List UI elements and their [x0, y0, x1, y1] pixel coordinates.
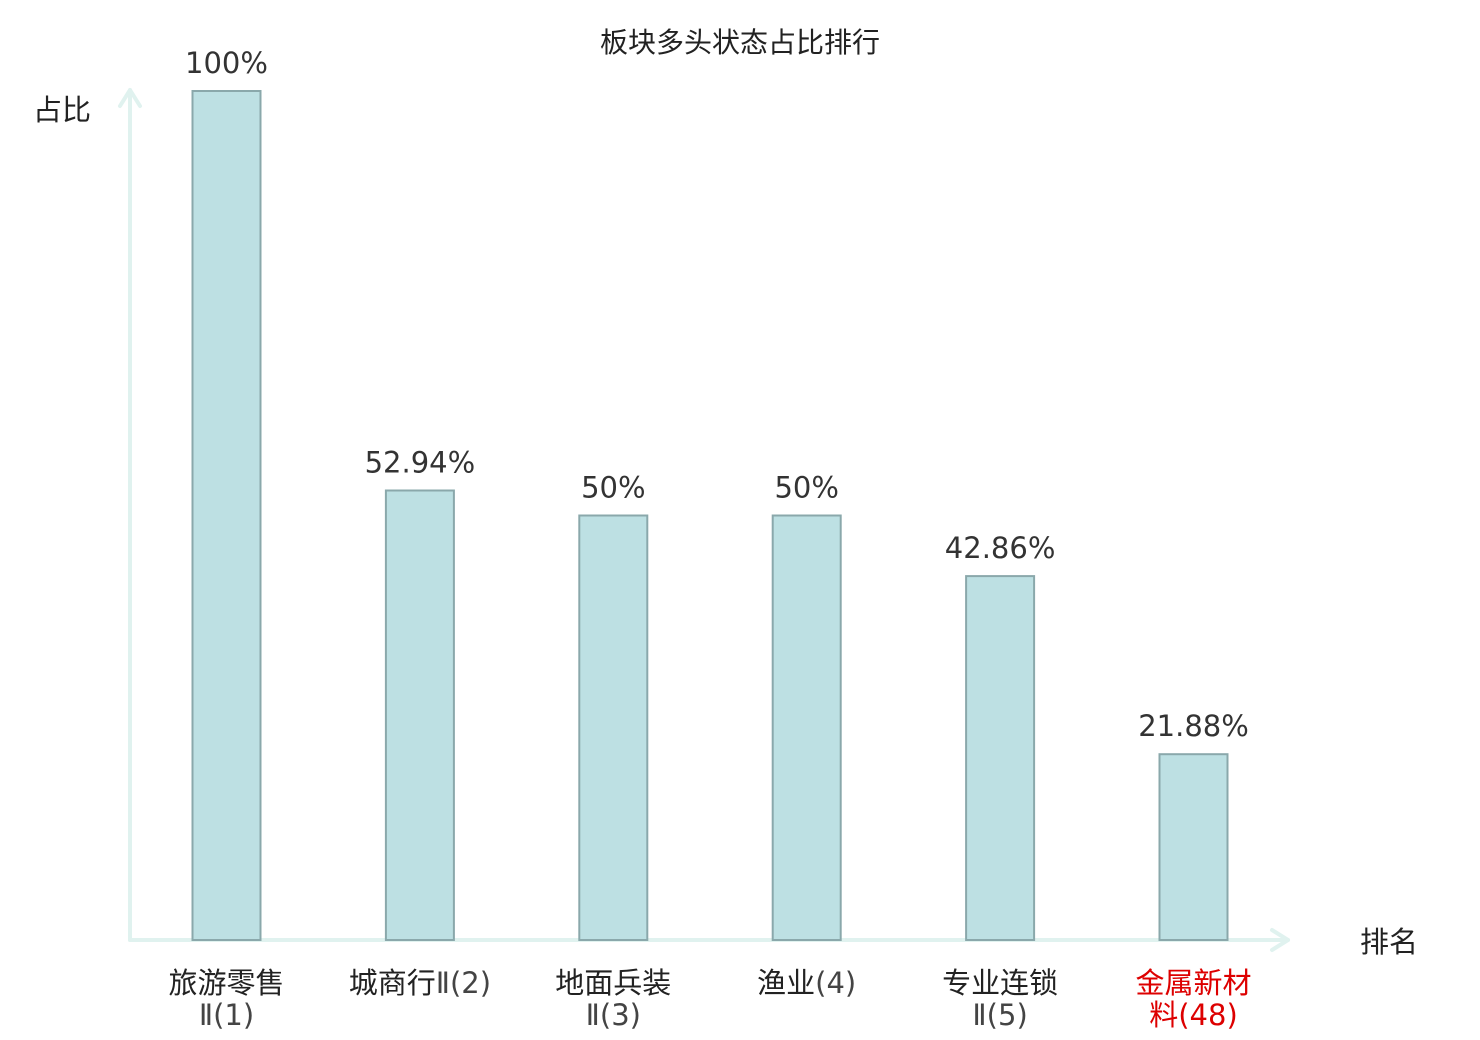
category-rank-4: (4) — [815, 966, 856, 1000]
value-label-5: 42.86% — [945, 531, 1056, 565]
bars — [191, 90, 1229, 942]
value-label-2: 52.94% — [365, 446, 476, 480]
axes — [118, 88, 1290, 952]
category-name-1: 旅游零售 — [168, 966, 284, 1000]
bar-5 — [965, 575, 1036, 941]
category-rank-5: Ⅱ(5) — [972, 998, 1027, 1032]
value-labels: 100% 52.94% 50% 50% 42.86% 21.88% — [185, 46, 1249, 743]
category-rank-3: Ⅱ(3) — [586, 998, 641, 1032]
category-rank-2: Ⅱ(2) — [436, 966, 491, 1000]
bar-1 — [191, 90, 262, 941]
category-rank-1: Ⅱ(1) — [199, 998, 254, 1032]
value-label-6: 21.88% — [1138, 709, 1249, 743]
category-rank-6: 料(48) — [1149, 998, 1238, 1032]
x-axis-label: 排名 — [1360, 925, 1418, 959]
value-label-4: 50% — [774, 471, 838, 505]
category-name-5: 专业连锁 — [942, 966, 1058, 1000]
value-label-3: 50% — [581, 471, 645, 505]
category-label-2: 城商行Ⅱ(2) — [349, 966, 491, 1000]
category-name-3: 地面兵装 — [555, 966, 671, 1000]
x-axis-arrow — [1270, 928, 1290, 952]
y-axis-arrow — [118, 88, 142, 108]
category-name-2: 城商行 — [349, 966, 436, 1000]
category-name-4: 渔业 — [757, 966, 815, 1000]
bar-4 — [771, 514, 842, 941]
bar-3 — [578, 514, 649, 941]
category-label-4: 渔业(4) — [757, 966, 856, 1000]
chart-title: 板块多头状态占比排行 — [600, 26, 880, 59]
category-name-6: 金属新材 — [1135, 966, 1251, 1000]
y-axis-label: 占比 — [33, 93, 91, 127]
bar-2 — [384, 489, 455, 941]
value-label-1: 100% — [185, 46, 268, 80]
bar-6 — [1158, 753, 1229, 942]
